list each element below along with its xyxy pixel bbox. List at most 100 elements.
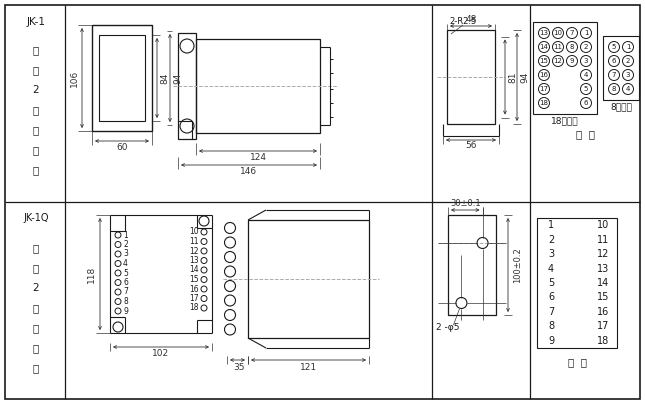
Text: 17: 17 [539,86,548,92]
Text: 板: 板 [33,105,39,115]
Text: 3: 3 [584,58,588,64]
Text: 1: 1 [123,231,128,240]
Text: 84: 84 [161,72,170,84]
Text: 106: 106 [70,69,79,86]
Text: 124: 124 [250,154,266,162]
Text: 6: 6 [548,292,554,303]
Text: 线: 线 [33,363,39,373]
Text: 6: 6 [584,100,588,106]
Text: 8: 8 [548,321,554,331]
Text: 17: 17 [190,294,199,303]
Text: 9: 9 [123,307,128,316]
Text: 前: 前 [33,323,39,333]
Text: 8: 8 [611,86,616,92]
Text: 7: 7 [548,307,554,317]
Text: 100±0.2: 100±0.2 [513,247,522,283]
Text: 3: 3 [548,249,554,259]
Text: 11: 11 [190,237,199,246]
Text: 2: 2 [33,85,39,95]
Text: 1: 1 [584,30,588,36]
Bar [447,30,495,124]
Text: 正  视: 正 视 [568,357,586,367]
Text: 3: 3 [123,250,128,259]
Text: 48: 48 [465,15,477,25]
Text: 接: 接 [33,343,39,353]
Text: 10: 10 [553,30,562,36]
Text: 1: 1 [548,220,554,230]
Text: 102: 102 [152,349,170,358]
Text: 121: 121 [300,362,317,372]
Bar [448,215,496,315]
Text: 6: 6 [123,278,128,287]
Text: 7: 7 [570,30,574,36]
Text: 5: 5 [548,278,554,288]
Text: 2: 2 [584,44,588,50]
Text: 11: 11 [553,44,562,50]
Text: 60: 60 [116,143,128,152]
Bar [92,25,152,131]
Text: 8点端子: 8点端子 [610,103,632,112]
Text: 9: 9 [570,58,574,64]
Text: 35: 35 [233,362,244,372]
Text: 4: 4 [123,259,128,268]
Text: 18点端子: 18点端子 [551,116,579,126]
Text: 接: 接 [33,145,39,155]
Bar [537,218,617,348]
Text: 9: 9 [548,336,554,346]
Text: 后: 后 [33,125,39,135]
Text: 16: 16 [597,307,609,317]
Text: 5: 5 [612,44,616,50]
Text: 30±0.1: 30±0.1 [450,200,481,208]
Text: 13: 13 [190,256,199,265]
Text: 2: 2 [626,58,630,64]
Text: 15: 15 [540,58,548,64]
Text: 背  视: 背 视 [577,129,595,139]
Bar [196,39,320,133]
Text: 94: 94 [521,72,530,83]
Text: 图: 图 [33,263,39,273]
Text: 15: 15 [190,275,199,284]
Text: 5: 5 [123,269,128,278]
Text: 附: 附 [33,243,39,253]
Text: 2: 2 [123,240,128,249]
Text: 8: 8 [570,44,574,50]
Text: 18: 18 [190,303,199,313]
Text: 16: 16 [539,72,548,78]
Text: 18: 18 [539,100,548,106]
Bar [603,36,639,100]
Bar [178,33,196,139]
Text: 4: 4 [548,263,554,274]
Text: 3: 3 [626,72,630,78]
Text: 2: 2 [33,283,39,293]
Text: 板: 板 [33,303,39,313]
Text: 1: 1 [626,44,630,50]
Text: 8: 8 [123,297,128,306]
Text: 12: 12 [553,58,562,64]
Text: 7: 7 [123,288,128,297]
Text: 146: 146 [241,168,257,177]
Text: 13: 13 [539,30,548,36]
Text: 11: 11 [597,235,609,245]
Text: 6: 6 [611,58,616,64]
Text: 2 -φ5: 2 -φ5 [435,322,459,332]
Text: 14: 14 [540,44,548,50]
Text: 7: 7 [611,72,616,78]
Text: 图: 图 [33,65,39,75]
Text: 81: 81 [508,71,517,83]
Bar [533,22,597,114]
Text: 附: 附 [33,45,39,55]
Text: 线: 线 [33,165,39,175]
Text: 10: 10 [190,227,199,236]
Text: 14: 14 [597,278,609,288]
Text: 4: 4 [626,86,630,92]
Text: 56: 56 [465,141,477,151]
Bar [99,35,145,121]
Text: 2-R2.5: 2-R2.5 [450,17,477,27]
Text: 15: 15 [597,292,609,303]
Text: 12: 12 [190,246,199,255]
Text: 94: 94 [174,72,183,84]
Text: 12: 12 [597,249,609,259]
Text: 10: 10 [597,220,609,230]
Text: 17: 17 [597,321,609,331]
Text: 2: 2 [548,235,554,245]
